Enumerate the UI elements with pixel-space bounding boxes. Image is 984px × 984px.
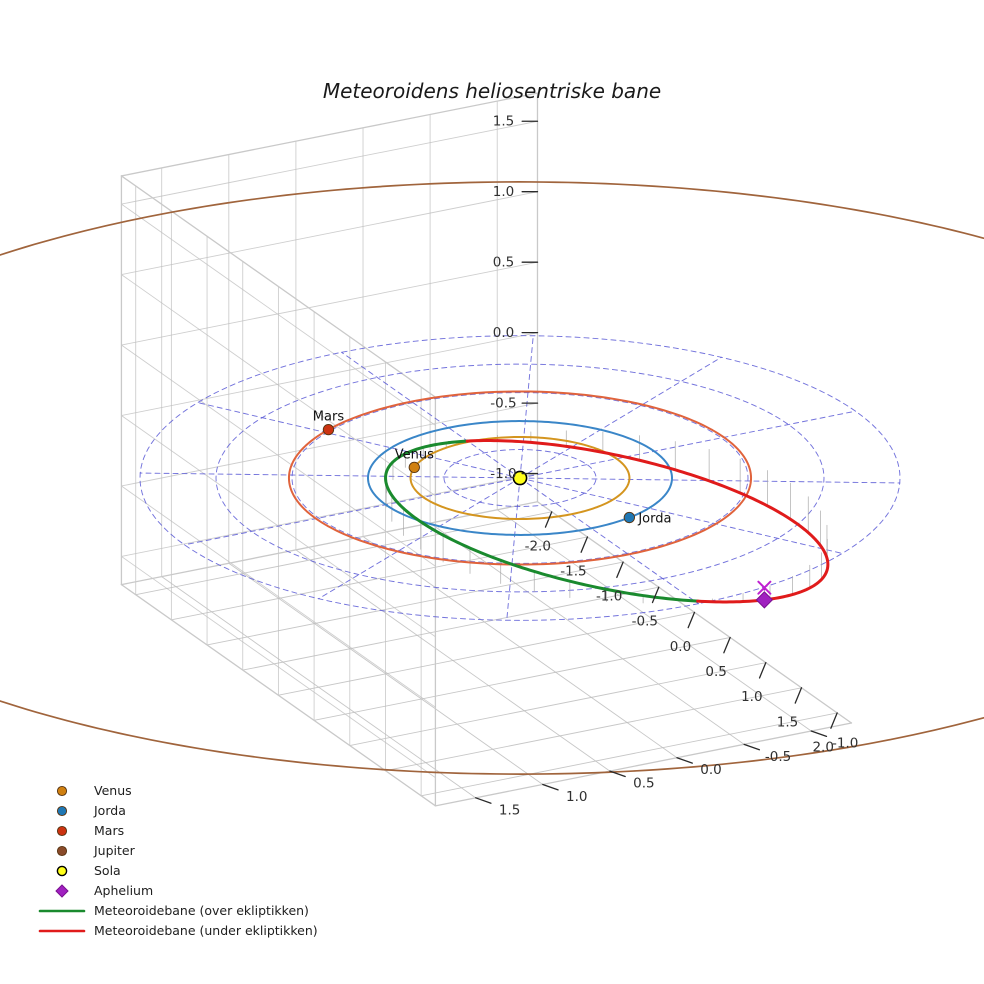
legend-label-0: Venus	[94, 783, 132, 798]
sun-body	[512, 470, 528, 486]
legend-venus-marker	[56, 785, 68, 797]
meteoroid-stems	[385, 430, 828, 604]
z-tick-5: -1.0	[490, 466, 516, 482]
mars-label: Mars	[313, 410, 345, 425]
z-tick-4: -0.5	[490, 396, 516, 412]
x-tick-8: 2.0	[812, 739, 833, 755]
page-title: Meteoroidens heliosentriske bane	[323, 79, 661, 103]
x-tick-2: -1.0	[596, 589, 622, 605]
legend-sola-marker	[56, 865, 68, 877]
legend-mars-marker	[56, 825, 68, 837]
y-tick-3: 0.5	[633, 776, 654, 792]
mars-body	[322, 423, 335, 436]
z-tick-0: 1.5	[493, 114, 514, 130]
legend-label-4: Sola	[94, 863, 121, 878]
venus-label: Venus	[395, 447, 434, 462]
legend-label-6: Meteoroidebane (over ekliptikken)	[94, 903, 309, 918]
meteoroid-orbit	[384, 439, 830, 604]
y-tick-2: 0.0	[700, 762, 721, 778]
x-tick-1: -1.5	[560, 563, 586, 579]
jorda-body	[623, 511, 635, 524]
planet-bodies: Mars Venus Jorda	[313, 410, 672, 527]
legend-label-7: Meteoroidebane (under ekliptikken)	[94, 923, 318, 938]
venus-body	[408, 461, 420, 474]
legend-jupiter-marker	[56, 845, 68, 857]
aphelium-marker	[755, 580, 774, 609]
z-tick-2: 0.5	[493, 255, 514, 271]
z-tick-3: 0.0	[493, 325, 514, 341]
jupiter-orbit	[0, 181, 984, 775]
y-tick-0: -1.0	[832, 735, 858, 751]
legend-label-3: Jupiter	[93, 843, 136, 858]
x-tick-3: -0.5	[632, 614, 658, 630]
axis-gridlines	[120, 92, 853, 807]
legend-label-5: Aphelium	[94, 883, 153, 898]
legend-aphelium-marker	[55, 884, 69, 898]
y-tick-1: -0.5	[765, 749, 791, 765]
legend-label-1: Jorda	[93, 803, 126, 818]
legend: Venus Jorda Mars Jupiter Sola Aphelium Meteoro…	[38, 783, 318, 938]
jorda-label: Jorda	[637, 512, 671, 527]
y-tick-5: 1.5	[499, 802, 520, 818]
legend-jorda-marker	[56, 805, 68, 817]
y-tick-4: 1.0	[566, 789, 587, 805]
x-tick-7: 1.5	[777, 714, 798, 730]
x-tick-6: 1.0	[741, 689, 762, 705]
legend-label-2: Mars	[94, 823, 124, 838]
axis-tick-labels: -2.0-1.5-1.0-0.50.00.51.01.52.0-1.0-0.50…	[475, 114, 858, 818]
x-tick-5: 0.5	[705, 664, 726, 680]
x-tick-0: -2.0	[525, 538, 551, 554]
polar-grid	[139, 335, 901, 621]
x-tick-4: 0.0	[670, 639, 691, 655]
z-tick-1: 1.0	[493, 184, 514, 200]
